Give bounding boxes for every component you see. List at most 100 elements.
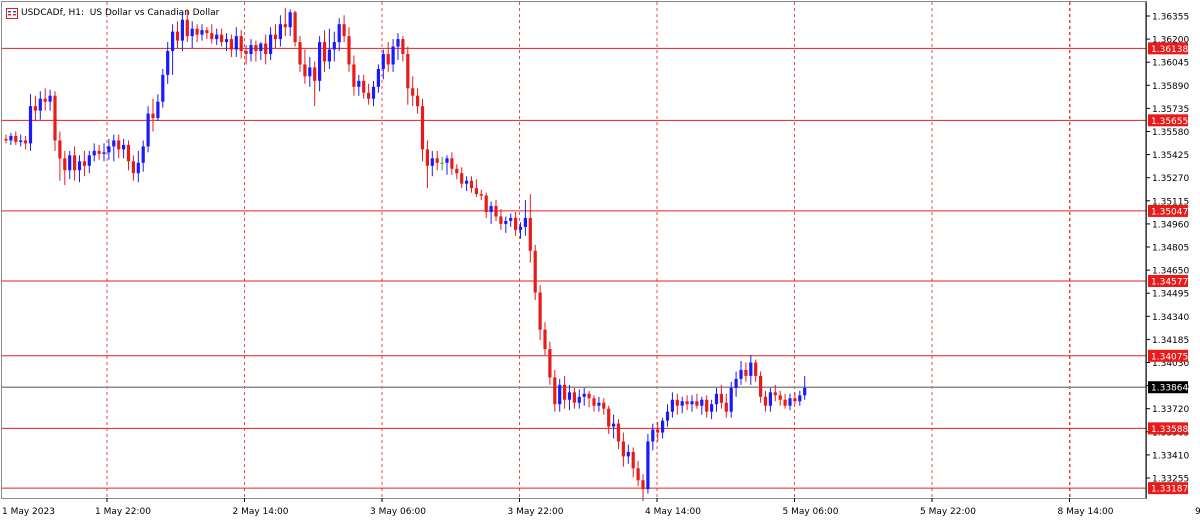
candle <box>146 106 150 153</box>
current-price-label-bg <box>1148 381 1188 394</box>
candle <box>156 94 160 122</box>
candle <box>117 134 121 159</box>
candle-body <box>509 217 513 221</box>
price-tick-label: 1.36200 <box>1152 36 1189 46</box>
candle <box>278 15 282 47</box>
price-tick-label: 1.35890 <box>1152 82 1189 92</box>
time-label: 9 May 06:00 <box>1195 507 1200 517</box>
candle-body <box>661 420 665 433</box>
candle <box>749 355 753 385</box>
candle-body <box>136 162 140 174</box>
candle-body <box>97 150 101 154</box>
candle-body <box>298 42 302 65</box>
price-tick-label: 1.35270 <box>1152 174 1189 184</box>
candle <box>440 156 444 171</box>
candle <box>523 200 527 236</box>
candle <box>288 9 292 37</box>
candle <box>63 150 67 186</box>
candle <box>616 419 621 449</box>
candle-body <box>352 64 356 87</box>
candle-body <box>587 393 591 399</box>
price-tick-label: 1.34495 <box>1152 290 1189 300</box>
candle-body <box>700 399 704 406</box>
candle-body <box>180 19 184 41</box>
candle-body <box>563 384 567 400</box>
candle-body <box>759 375 763 397</box>
candle-body <box>322 42 327 62</box>
candle-body <box>332 42 336 50</box>
candle <box>425 140 429 189</box>
candle <box>77 155 82 183</box>
candle <box>122 138 126 159</box>
candle-body <box>675 399 679 406</box>
candle <box>347 27 351 72</box>
header-sep-1: , <box>62 8 69 18</box>
candle <box>244 45 248 65</box>
candle-body <box>273 34 278 40</box>
candle-body <box>420 106 425 150</box>
candle-body <box>773 392 777 396</box>
candle-body <box>244 51 248 55</box>
candle <box>239 30 243 59</box>
price-tick-label: 1.35735 <box>1152 105 1189 115</box>
candle-body <box>616 423 621 442</box>
candle <box>455 164 459 180</box>
candle <box>107 138 111 160</box>
candle-body <box>117 140 121 150</box>
candle <box>87 150 91 174</box>
price-tick-label: 1.35425 <box>1152 151 1189 161</box>
level-label: 1.35047 <box>1151 207 1188 217</box>
candle <box>592 395 596 412</box>
price-tick-label: 1.33720 <box>1152 405 1189 415</box>
candle <box>504 216 508 233</box>
candle-body <box>175 31 180 41</box>
candle-body <box>24 140 28 144</box>
candle <box>744 362 748 382</box>
candle <box>783 393 787 409</box>
candle-body <box>430 158 434 166</box>
candle <box>73 146 77 181</box>
candle-body <box>220 34 224 43</box>
candle <box>185 9 189 43</box>
candle <box>327 28 331 69</box>
candle <box>675 393 679 415</box>
candle-body <box>538 292 542 330</box>
candle <box>166 42 170 84</box>
candle <box>264 34 268 65</box>
candle-body <box>391 46 395 65</box>
candle <box>322 30 327 72</box>
candle-body <box>514 217 518 230</box>
candle <box>636 460 640 487</box>
price-tick-label: 1.34185 <box>1152 336 1189 346</box>
candle <box>376 64 380 93</box>
candle-body <box>73 155 77 171</box>
candle-body <box>53 95 57 141</box>
candle-body <box>107 146 111 153</box>
candle <box>298 36 302 72</box>
candle-body <box>224 39 229 43</box>
candle-body <box>234 36 238 50</box>
candle <box>48 89 52 111</box>
candle <box>798 390 802 406</box>
candle-body <box>739 369 743 379</box>
candle-body <box>754 362 758 376</box>
candle <box>283 7 287 37</box>
candle-body <box>337 24 341 43</box>
price-tick-label: 1.34960 <box>1152 220 1189 230</box>
candle-body <box>695 401 699 406</box>
candle <box>68 150 72 180</box>
candle <box>102 143 106 162</box>
candle-body <box>205 30 209 34</box>
candle <box>680 396 684 414</box>
time-label: 8 May 14:00 <box>1058 507 1114 517</box>
candle <box>479 189 483 201</box>
candle-body <box>734 378 738 388</box>
candle <box>318 36 322 92</box>
candle-body <box>479 194 483 196</box>
time-label: 5 May 22:00 <box>920 507 976 517</box>
candle <box>332 31 336 62</box>
candle-body <box>347 36 351 65</box>
candle-body <box>293 12 297 43</box>
candle-body <box>523 217 527 227</box>
